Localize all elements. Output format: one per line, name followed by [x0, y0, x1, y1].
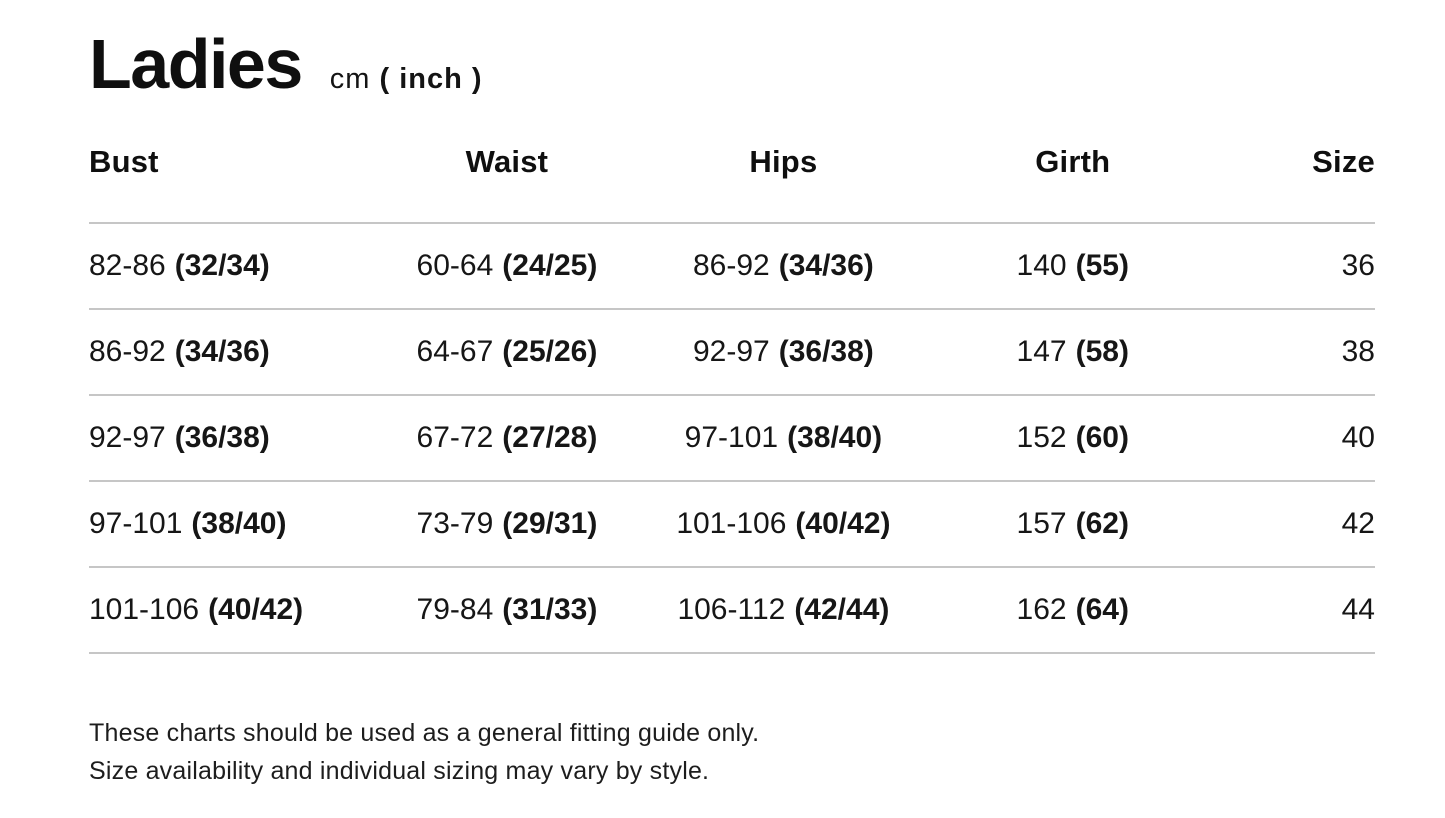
girth-inch-value: (64): [1075, 592, 1129, 626]
hips-cell: 101-106 (40/42): [654, 480, 912, 568]
waist-cm-value: 73-79: [416, 506, 494, 540]
size-value: 44: [1341, 592, 1375, 626]
bust-cm-value: 82-86: [89, 248, 166, 282]
header-row: Bust Waist Hips Girth Size: [89, 137, 1375, 224]
girth-cm-value: 152: [1016, 420, 1067, 454]
fitting-note-line-1: These charts should be used as a general…: [89, 718, 760, 747]
waist-cell: 60-64 (24/25): [359, 222, 655, 310]
size-value: 40: [1341, 420, 1375, 454]
size-table: Bust Waist Hips Girth Size 82-86 (32/34) …: [89, 137, 1375, 654]
column-header-hips: Hips: [654, 137, 912, 224]
column-header-size: Size: [1233, 137, 1375, 224]
table-row: 86-92 (34/36) 64-67 (25/26) 92-97 (36/38) 1…: [89, 308, 1375, 396]
waist-cell: 64-67 (25/26): [359, 308, 655, 396]
bust-cm-value: 86-92: [89, 334, 166, 368]
girth-inch-value: (60): [1075, 420, 1129, 454]
table-header: Bust Waist Hips Girth Size: [89, 137, 1375, 224]
waist-inch-value: (31/33): [502, 592, 598, 626]
hips-cell: 106-112 (42/44): [654, 566, 912, 654]
hips-inch-value: (34/36): [778, 248, 874, 282]
hips-cm-value: 97-101: [684, 420, 779, 454]
waist-cm-value: 67-72: [416, 420, 494, 454]
fitting-note: These charts should be used as a general…: [89, 714, 1375, 790]
waist-cell: 73-79 (29/31): [359, 480, 655, 568]
waist-cm-value: 64-67: [416, 334, 494, 368]
hips-inch-value: (36/38): [778, 334, 874, 368]
page-title: Ladies: [89, 25, 303, 103]
hips-inch-value: (40/42): [795, 506, 891, 540]
size-value: 36: [1341, 248, 1375, 282]
bust-cm-value: 97-101: [89, 506, 183, 540]
unit-label: cm ( inch ): [330, 63, 483, 96]
bust-cell: 97-101 (38/40): [89, 480, 360, 568]
hips-cell: 86-92 (34/36): [654, 222, 912, 310]
hips-inch-value: (42/44): [794, 592, 890, 626]
girth-cm-value: 157: [1016, 506, 1067, 540]
waist-cm-value: 79-84: [416, 592, 494, 626]
girth-inch-value: (58): [1075, 334, 1129, 368]
waist-cm-value: 60-64: [416, 248, 494, 282]
girth-cm-value: 140: [1016, 248, 1067, 282]
column-header-bust: Bust: [89, 137, 360, 224]
size-cell: 36: [1233, 222, 1375, 310]
bust-inch-value: (34/36): [174, 334, 270, 368]
girth-cm-value: 147: [1016, 334, 1067, 368]
girth-cell: 162 (64): [912, 566, 1234, 654]
bust-cell: 82-86 (32/34): [89, 222, 360, 310]
bust-cell: 86-92 (34/36): [89, 308, 360, 396]
girth-cell: 152 (60): [912, 394, 1234, 482]
hips-cm-value: 101-106: [676, 506, 787, 540]
bust-inch-value: (36/38): [174, 420, 270, 454]
size-value: 42: [1341, 506, 1375, 540]
size-cell: 38: [1233, 308, 1375, 396]
bust-cell: 92-97 (36/38): [89, 394, 360, 482]
girth-inch-value: (55): [1075, 248, 1129, 282]
hips-cell: 92-97 (36/38): [654, 308, 912, 396]
girth-cell: 140 (55): [912, 222, 1234, 310]
size-value: 38: [1341, 334, 1375, 368]
girth-inch-value: (62): [1075, 506, 1129, 540]
column-header-girth: Girth: [912, 137, 1234, 224]
unit-cm-label: cm: [329, 63, 371, 95]
bust-inch-value: (40/42): [208, 592, 304, 626]
bust-cell: 101-106 (40/42): [89, 566, 360, 654]
table-row: 97-101 (38/40) 73-79 (29/31) 101-106 (40/42…: [89, 480, 1375, 568]
hips-inch-value: (38/40): [787, 420, 883, 454]
hips-cm-value: 86-92: [693, 248, 770, 282]
waist-cell: 79-84 (31/33): [359, 566, 655, 654]
table-row: 92-97 (36/38) 67-72 (27/28) 97-101 (38/40) …: [89, 394, 1375, 482]
bust-cm-value: 101-106: [89, 592, 200, 626]
column-header-waist: Waist: [359, 137, 655, 224]
size-cell: 42: [1233, 480, 1375, 568]
waist-cell: 67-72 (27/28): [359, 394, 655, 482]
size-cell: 44: [1233, 566, 1375, 654]
fitting-note-line-2: Size availability and individual sizing …: [89, 756, 710, 785]
bust-inch-value: (38/40): [191, 506, 287, 540]
girth-cell: 157 (62): [912, 480, 1234, 568]
size-cell: 40: [1233, 394, 1375, 482]
table-body: 82-86 (32/34) 60-64 (24/25) 86-92 (34/36) 1…: [89, 222, 1375, 654]
title-row: Ladies cm ( inch ): [89, 25, 1375, 103]
waist-inch-value: (24/25): [502, 248, 598, 282]
hips-cm-value: 106-112: [677, 592, 786, 626]
table-row: 101-106 (40/42) 79-84 (31/33) 106-112 (42/4…: [89, 566, 1375, 654]
unit-inch-label: ( inch ): [379, 63, 483, 95]
bust-inch-value: (32/34): [174, 248, 270, 282]
hips-cell: 97-101 (38/40): [654, 394, 912, 482]
table-row: 82-86 (32/34) 60-64 (24/25) 86-92 (34/36) 1…: [89, 222, 1375, 310]
girth-cell: 147 (58): [912, 308, 1234, 396]
hips-cm-value: 92-97: [693, 334, 770, 368]
waist-inch-value: (25/26): [502, 334, 598, 368]
girth-cm-value: 162: [1016, 592, 1067, 626]
waist-inch-value: (27/28): [502, 420, 598, 454]
waist-inch-value: (29/31): [502, 506, 598, 540]
bust-cm-value: 92-97: [89, 420, 166, 454]
